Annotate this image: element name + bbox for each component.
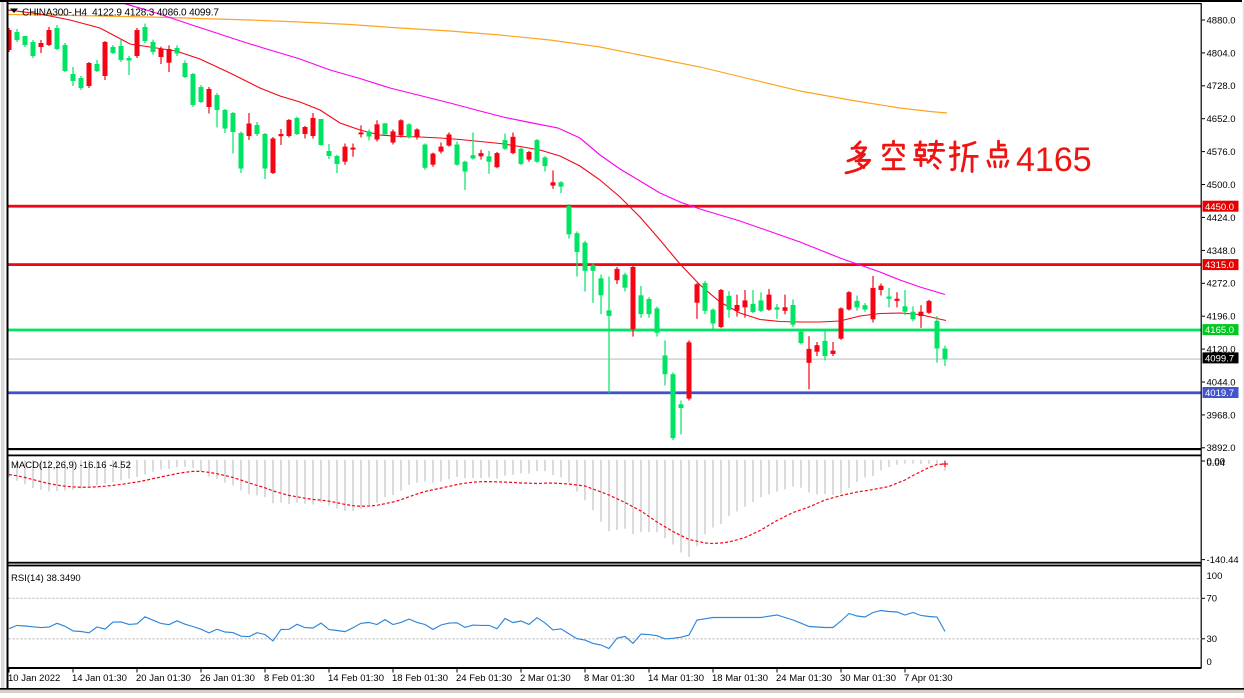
svg-text:4500.0: 4500.0 xyxy=(1207,180,1236,191)
svg-text:24 Mar 01:30: 24 Mar 01:30 xyxy=(776,673,832,684)
svg-text:30 Mar 01:30: 30 Mar 01:30 xyxy=(840,673,896,684)
svg-text:4348.0: 4348.0 xyxy=(1207,246,1236,257)
svg-text:-140.44: -140.44 xyxy=(1207,555,1239,566)
svg-text:2 Mar 01:30: 2 Mar 01:30 xyxy=(520,673,571,684)
svg-text:4165: 4165 xyxy=(1016,141,1092,179)
svg-text:3892.0: 3892.0 xyxy=(1207,443,1236,454)
svg-text:4196.0: 4196.0 xyxy=(1207,312,1236,323)
svg-text:RSI(14) 38.3490: RSI(14) 38.3490 xyxy=(11,573,81,584)
svg-text:CHINA300-.H4 4122.9 4128.3 40: CHINA300-.H4 4122.9 4128.3 4086.0 4099.7 xyxy=(22,8,219,19)
svg-text:10 Jan 2022: 10 Jan 2022 xyxy=(8,673,60,684)
svg-text:7 Apr 01:30: 7 Apr 01:30 xyxy=(904,673,953,684)
svg-text:4044.0: 4044.0 xyxy=(1207,377,1236,388)
svg-text:0: 0 xyxy=(1207,657,1212,668)
svg-text:4728.0: 4728.0 xyxy=(1207,81,1236,92)
svg-text:3968.0: 3968.0 xyxy=(1207,410,1236,421)
svg-text:4652.0: 4652.0 xyxy=(1207,114,1236,125)
svg-text:20 Jan 01:30: 20 Jan 01:30 xyxy=(136,673,191,684)
svg-text:70: 70 xyxy=(1207,594,1218,605)
svg-text:4880.0: 4880.0 xyxy=(1207,15,1236,26)
svg-text:14 Mar 01:30: 14 Mar 01:30 xyxy=(648,673,704,684)
svg-text:4120.0: 4120.0 xyxy=(1207,345,1236,356)
svg-text:4165.0: 4165.0 xyxy=(1205,325,1234,336)
svg-text:4576.0: 4576.0 xyxy=(1207,147,1236,158)
svg-text:4450.0: 4450.0 xyxy=(1205,202,1234,213)
svg-text:100: 100 xyxy=(1207,571,1223,582)
svg-text:4272.0: 4272.0 xyxy=(1207,279,1236,290)
svg-text:0.00: 0.00 xyxy=(1207,457,1226,468)
svg-text:26 Jan 01:30: 26 Jan 01:30 xyxy=(200,673,255,684)
svg-text:4424.0: 4424.0 xyxy=(1207,213,1236,224)
svg-text:24 Feb 01:30: 24 Feb 01:30 xyxy=(456,673,512,684)
svg-text:4804.0: 4804.0 xyxy=(1207,48,1236,59)
svg-text:4019.7: 4019.7 xyxy=(1205,388,1234,399)
svg-text:8 Feb 01:30: 8 Feb 01:30 xyxy=(264,673,315,684)
svg-text:4315.0: 4315.0 xyxy=(1205,260,1234,271)
svg-text:30: 30 xyxy=(1207,634,1218,645)
svg-text:14 Jan 01:30: 14 Jan 01:30 xyxy=(72,673,127,684)
svg-text:18 Feb 01:30: 18 Feb 01:30 xyxy=(392,673,448,684)
svg-text:14 Feb 01:30: 14 Feb 01:30 xyxy=(328,673,384,684)
svg-text:18 Mar 01:30: 18 Mar 01:30 xyxy=(712,673,768,684)
svg-text:MACD(12,26,9) -16.16 -4.52: MACD(12,26,9) -16.16 -4.52 xyxy=(11,460,131,471)
svg-text:8 Mar 01:30: 8 Mar 01:30 xyxy=(584,673,635,684)
svg-text:4099.7: 4099.7 xyxy=(1205,354,1234,365)
svg-text:0.04: 0.04 xyxy=(1207,458,1226,469)
